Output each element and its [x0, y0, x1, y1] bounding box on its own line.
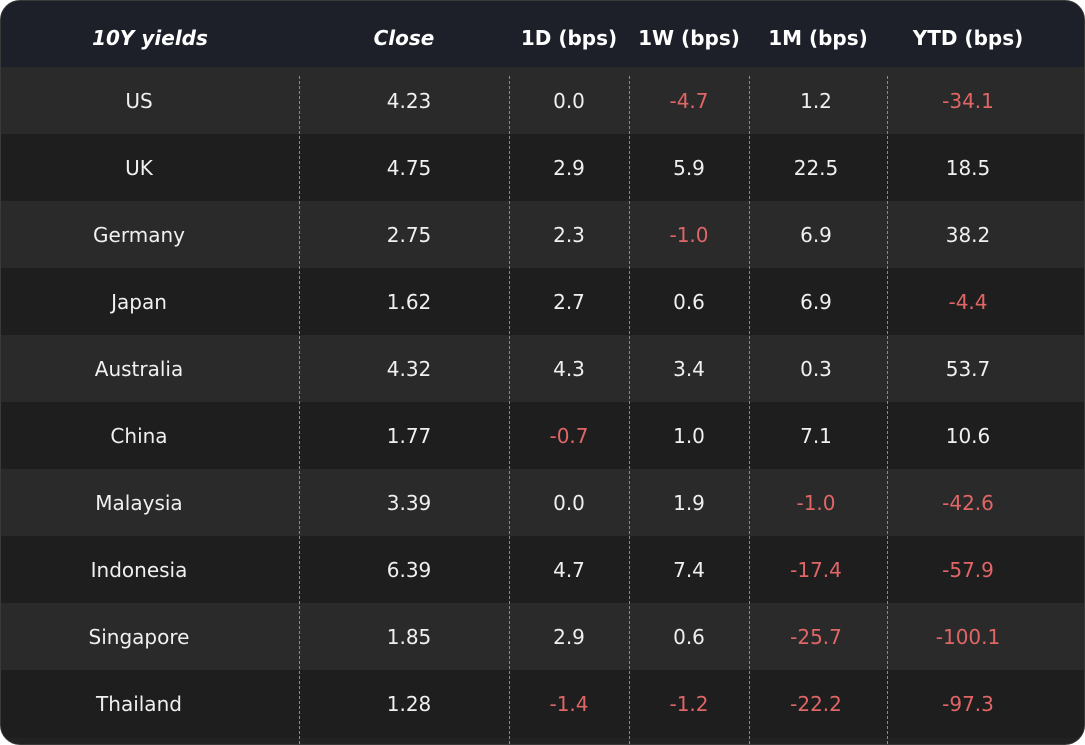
- cell-1d: 2.7: [553, 290, 585, 314]
- table-header: 10Y yields Close 1D (bps) 1W (bps) 1M (b…: [1, 1, 1084, 76]
- cell-ytd: -100.1: [935, 625, 1001, 649]
- cell-ytd: -34.1: [942, 89, 994, 113]
- cell-close: 1.62: [386, 290, 432, 314]
- cell-ytd: 53.7: [945, 357, 991, 381]
- cell-country: Japan: [111, 290, 167, 314]
- header-10y-yields: 10Y yields: [92, 26, 208, 50]
- header-1m: 1M (bps): [768, 26, 868, 50]
- column-divider: [629, 76, 630, 744]
- cell-1m: -1.0: [796, 491, 836, 515]
- cell-1m: 1.2: [800, 89, 832, 113]
- cell-1m: 6.9: [800, 290, 832, 314]
- cell-country: China: [110, 424, 168, 448]
- cell-1w: 0.6: [673, 290, 705, 314]
- cell-close: 4.32: [386, 357, 432, 381]
- cell-1m: -25.7: [790, 625, 842, 649]
- header-1d: 1D (bps): [520, 26, 618, 50]
- table-row: Australia 4.32 4.3 3.4 0.3 53.7: [1, 335, 1084, 403]
- table-row: Indonesia 6.39 4.7 7.4 -17.4 -57.9: [1, 536, 1084, 604]
- cell-1d: 4.7: [553, 558, 585, 582]
- cell-close: 1.77: [386, 424, 432, 448]
- table-row: Japan 1.62 2.7 0.6 6.9 -4.4: [1, 268, 1084, 336]
- header-close: Close: [373, 26, 435, 50]
- cell-close: 3.39: [386, 491, 432, 515]
- cell-1d: 2.9: [553, 625, 585, 649]
- column-divider: [299, 76, 300, 744]
- cell-close: 2.75: [386, 223, 432, 247]
- column-divider: [887, 76, 888, 744]
- cell-ytd: -97.3: [942, 692, 994, 716]
- cell-ytd: -57.9: [942, 558, 994, 582]
- cell-close: 6.39: [386, 558, 432, 582]
- cell-close: 4.75: [386, 156, 432, 180]
- cell-country: Indonesia: [90, 558, 188, 582]
- cell-1d: 2.3: [553, 223, 585, 247]
- table-row: UK 4.75 2.9 5.9 22.5 18.5: [1, 134, 1084, 202]
- cell-close: 1.85: [386, 625, 432, 649]
- cell-country: Germany: [93, 223, 185, 247]
- table-row: US 4.23 0.0 -4.7 1.2 -34.1: [1, 67, 1084, 135]
- table-row: Germany 2.75 2.3 -1.0 6.9 38.2: [1, 201, 1084, 269]
- cell-1m: -17.4: [790, 558, 842, 582]
- cell-country: Australia: [94, 357, 184, 381]
- cell-1d: 0.0: [553, 491, 585, 515]
- cell-1w: -4.7: [669, 89, 709, 113]
- cell-1w: 1.0: [673, 424, 705, 448]
- table-row: Malaysia 3.39 0.0 1.9 -1.0 -42.6: [1, 469, 1084, 537]
- cell-1m: -22.2: [790, 692, 842, 716]
- table-row: Singapore 1.85 2.9 0.6 -25.7 -100.1: [1, 603, 1084, 671]
- cell-1w: 0.6: [673, 625, 705, 649]
- cell-1m: 7.1: [800, 424, 832, 448]
- cell-close: 4.23: [386, 89, 432, 113]
- column-divider: [509, 76, 510, 744]
- cell-ytd: -4.4: [948, 290, 988, 314]
- cell-country: US: [125, 89, 153, 113]
- cell-ytd: 38.2: [945, 223, 991, 247]
- cell-ytd: 10.6: [945, 424, 991, 448]
- cell-1d: 0.0: [553, 89, 585, 113]
- cell-1w: 1.9: [673, 491, 705, 515]
- cell-1d: 2.9: [553, 156, 585, 180]
- cell-1w: 3.4: [673, 357, 705, 381]
- cell-1w: -1.0: [669, 223, 709, 247]
- cell-1m: 22.5: [793, 156, 839, 180]
- cell-country: Singapore: [88, 625, 190, 649]
- column-divider: [749, 76, 750, 744]
- cell-1w: -1.2: [669, 692, 709, 716]
- cell-country: UK: [125, 156, 153, 180]
- cell-1w: 5.9: [673, 156, 705, 180]
- cell-1d: 4.3: [553, 357, 585, 381]
- cell-close: 1.28: [386, 692, 432, 716]
- cell-ytd: -42.6: [942, 491, 994, 515]
- cell-1d: -0.7: [549, 424, 589, 448]
- cell-1d: -1.4: [549, 692, 589, 716]
- header-1w: 1W (bps): [638, 26, 740, 50]
- cell-country: Thailand: [96, 692, 182, 716]
- table-row: Thailand 1.28 -1.4 -1.2 -22.2 -97.3: [1, 670, 1084, 738]
- cell-1m: 6.9: [800, 223, 832, 247]
- table-row: China 1.77 -0.7 1.0 7.1 10.6: [1, 402, 1084, 470]
- cell-country: Malaysia: [95, 491, 183, 515]
- cell-1m: 0.3: [800, 357, 832, 381]
- cell-ytd: 18.5: [945, 156, 991, 180]
- header-ytd: YTD (bps): [912, 26, 1024, 50]
- cell-1w: 7.4: [673, 558, 705, 582]
